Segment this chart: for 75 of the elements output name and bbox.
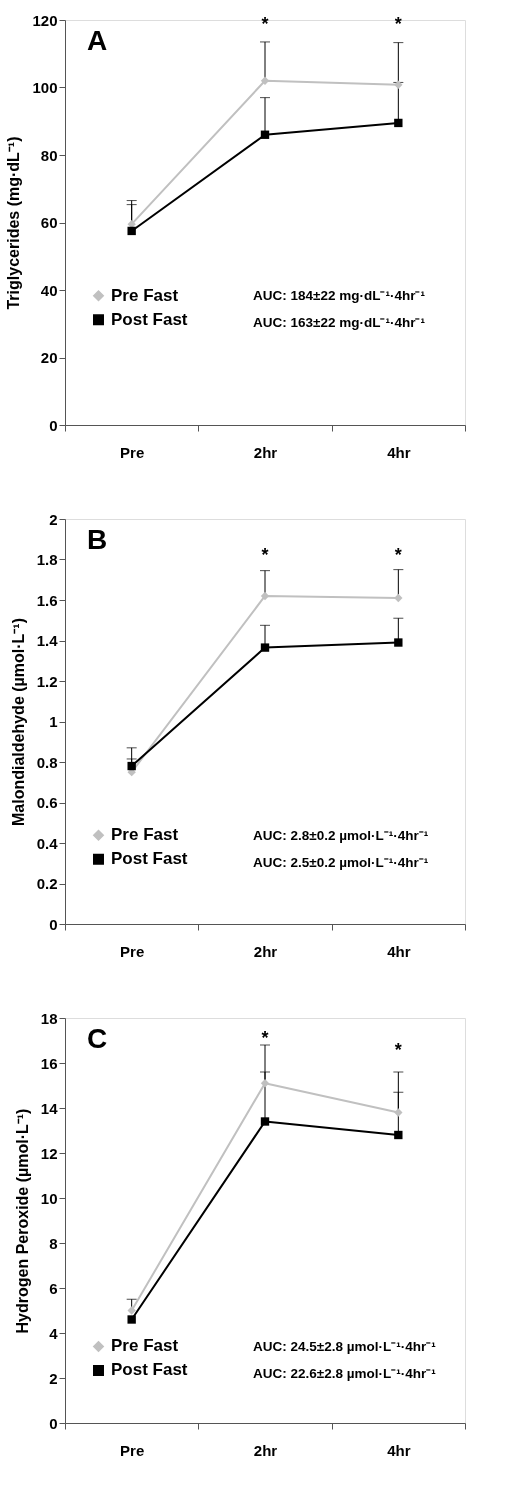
y-tick-label: 1.6: [36, 591, 58, 609]
y-tick-label: 18: [40, 1009, 58, 1027]
chart-title: A: [87, 25, 108, 56]
y-tick-label: 14: [40, 1099, 59, 1117]
annotation: AUC: 2.5±0.2 µmol·L⁻¹·4hr⁻¹: [253, 854, 429, 870]
chart-title: C: [87, 1023, 108, 1054]
point: [260, 76, 270, 85]
point: [260, 643, 270, 652]
y-tick-label: 12: [40, 1144, 58, 1162]
point: [260, 1079, 270, 1088]
x-tick-label: 4hr: [387, 443, 411, 461]
y-tick-label: 0.2: [36, 875, 58, 892]
y-tick-label: 0: [49, 1414, 58, 1432]
y-axis-title: Malondialdehyde (µmol·L⁻¹): [9, 618, 27, 826]
x-tick-label: Pre: [120, 942, 145, 960]
x-tick-label: 2hr: [253, 942, 278, 960]
y-tick-label: 6: [49, 1279, 58, 1297]
y-tick-label: 0.4: [36, 834, 59, 852]
y-tick-label: 10: [40, 1189, 58, 1207]
y-tick-label: 1.4: [36, 632, 59, 649]
annotation: *: [394, 13, 402, 34]
annotation: *: [261, 545, 269, 566]
legend-label: Pre Fast: [111, 1336, 179, 1356]
annotation: AUC: 2.8±0.2 µmol·L⁻¹·4hr⁻¹: [253, 827, 429, 843]
y-tick-label: 120: [32, 11, 58, 29]
legend-label: Pre Fast: [111, 285, 179, 305]
point: [394, 1130, 403, 1140]
legend-label: Post Fast: [111, 1360, 188, 1380]
y-tick-label: 100: [32, 79, 58, 96]
y-tick-label: 16: [40, 1054, 58, 1072]
annotation: AUC: 24.5±2.8 µmol·L⁻¹·4hr⁻¹: [253, 1338, 437, 1354]
chart-title: B: [87, 524, 108, 555]
point: [127, 1306, 136, 1315]
annotation: AUC: 163±22 mg·dL⁻¹·4hr⁻¹: [253, 315, 426, 331]
y-tick-label: 2: [49, 510, 58, 528]
point: [394, 638, 403, 647]
y-axis-title: Hydrogen Peroxide (µmol·L⁻¹): [13, 1108, 31, 1334]
annotation: *: [261, 1028, 269, 1049]
y-tick-label: 80: [40, 146, 58, 164]
legend-label: Post Fast: [111, 849, 188, 869]
y-tick-label: 4: [49, 1324, 59, 1342]
y-tick-label: 40: [40, 281, 58, 299]
x-tick-label: Pre: [120, 443, 145, 461]
y-tick-label: 2: [49, 1369, 58, 1387]
y-tick-label: 20: [40, 349, 58, 366]
point: [127, 226, 136, 236]
y-tick-label: 0.8: [36, 753, 58, 771]
legend-label: Pre Fast: [111, 825, 179, 845]
x-tick-label: 2hr: [253, 1441, 278, 1459]
y-tick-label: 8: [49, 1234, 58, 1252]
point: [394, 593, 403, 603]
x-tick-label: 4hr: [387, 1441, 411, 1459]
y-tick-label: 0.6: [36, 794, 58, 811]
y-tick-label: 0: [49, 915, 58, 933]
x-tick-label: Pre: [120, 1441, 145, 1459]
y-axis-title: Triglycerides (mg·dL⁻¹): [5, 136, 23, 310]
point: [394, 80, 403, 89]
y-tick-label: 60: [40, 214, 58, 231]
point: [127, 1315, 136, 1324]
point: [260, 1117, 270, 1126]
x-tick-label: 4hr: [387, 942, 411, 960]
y-tick-label: 1.8: [36, 551, 58, 568]
annotation: AUC: 22.6±2.8 µmol·L⁻¹·4hr⁻¹: [253, 1365, 437, 1381]
annotation: *: [261, 13, 269, 34]
y-tick-label: 1: [49, 713, 58, 730]
point: [394, 118, 403, 128]
annotation: *: [394, 545, 402, 566]
x-tick-label: 2hr: [253, 443, 278, 461]
legend-label: Post Fast: [111, 309, 188, 329]
annotation: AUC: 184±22 mg·dL⁻¹·4hr⁻¹: [253, 288, 426, 304]
annotation: *: [394, 1040, 402, 1061]
point: [260, 130, 270, 139]
point: [394, 1108, 403, 1117]
y-tick-label: 0: [49, 416, 58, 434]
y-tick-label: 1.2: [36, 672, 58, 690]
